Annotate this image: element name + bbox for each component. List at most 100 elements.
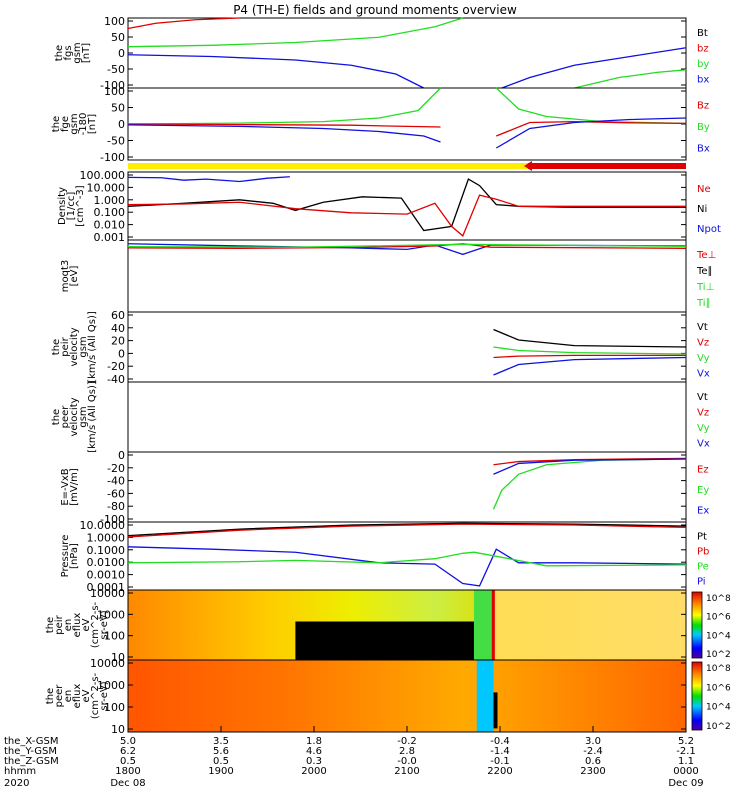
y-tick-label: 10	[111, 723, 125, 736]
x-tick-label: 0.3	[306, 756, 322, 767]
legend-entry: Pe	[697, 562, 709, 573]
legend-entry: Ti⊥	[696, 282, 714, 293]
y-axis-label: velocity	[69, 397, 80, 436]
y-axis-label: gsm	[78, 336, 89, 357]
legend-entry: Ti∥	[696, 298, 711, 309]
status-bar-arrow	[524, 161, 532, 171]
y-tick-label: 1000	[97, 679, 125, 692]
y-axis-label: [1/cc]	[66, 192, 77, 221]
colorbar-tick-label: 10^4	[706, 703, 731, 713]
legend-entry: Bt	[697, 28, 708, 39]
legend-entry: Ey	[697, 485, 709, 496]
x-tick-label: -0.2	[397, 736, 417, 747]
y-axis-label: gsm	[72, 42, 83, 63]
y-axis-label: gsm	[78, 406, 89, 427]
y-tick-label: 60	[111, 309, 125, 322]
x-row-label: the_X-GSM	[4, 736, 58, 747]
y-axis-label: eflux	[72, 613, 83, 638]
y-tick-label: 0	[118, 118, 125, 131]
y-tick-label: -20	[107, 462, 125, 475]
x-tick-label: 3.5	[213, 736, 229, 747]
y-tick-label: 0.1000	[87, 544, 126, 557]
x-tick-label: 5.2	[678, 736, 694, 747]
y-axis-label: en	[63, 619, 74, 632]
series-line-Pe	[127, 551, 687, 567]
status-bar-fast	[528, 163, 686, 169]
x-tick-label: 5.6	[213, 746, 229, 757]
y-tick-label: 0.0100	[87, 556, 126, 569]
heatmap-gap	[493, 692, 498, 729]
panel-frame	[127, 311, 687, 383]
y-axis-label: the	[45, 688, 56, 704]
y-tick-label: 10000	[90, 657, 125, 670]
y-axis-label: the	[51, 116, 62, 132]
series-line-bz	[127, 17, 240, 30]
x-tick-label: 1900	[208, 766, 233, 777]
x-axis-labels: the_X-GSM 5.0 3.5 1.8 -0.2 -0.4 3.0 5.2 the_Y-GS…	[4, 726, 704, 789]
legend-entry: Te∥	[696, 266, 713, 277]
x-tick-label: -0.1	[490, 756, 510, 767]
y-axis-label: [nT]	[81, 43, 92, 63]
legend-entry: Pt	[697, 532, 707, 543]
x-tick-label: 0.5	[213, 756, 229, 767]
y-tick-label: 0.100	[94, 206, 126, 219]
legend-entry: bx	[697, 74, 709, 85]
y-axis-label: moqt3	[60, 260, 71, 293]
x-tick-label: 2100	[394, 766, 419, 777]
series-line-Npot	[127, 176, 290, 183]
y-axis-label: eV	[81, 689, 92, 702]
legend-entry: Vx	[697, 438, 710, 449]
x-tick-label: 2200	[487, 766, 512, 777]
legend-entry: By	[697, 122, 710, 133]
y-axis-label: (cm^2-s-	[90, 672, 101, 719]
y-axis-label: E=-VxB	[60, 468, 71, 505]
series-line-By	[495, 87, 687, 125]
series-line-Ex	[493, 458, 687, 475]
panel-frame	[127, 381, 687, 453]
y-tick-label: 10	[111, 651, 125, 664]
series-line-Ne	[127, 194, 686, 237]
x-tick-label: 1.1	[678, 756, 694, 767]
y-tick-label: -50	[107, 63, 125, 76]
legend-entry: Vt	[697, 322, 708, 333]
y-tick-label: 40	[111, 322, 125, 335]
legend-entry: Vy	[697, 423, 710, 434]
series-line-Bx	[127, 124, 441, 143]
legend-entry: bz	[697, 43, 709, 54]
x-tick-label: 6.2	[120, 746, 136, 757]
y-axis-label: the	[51, 339, 62, 355]
y-axis-label: [cm^-3]	[75, 185, 86, 226]
colorbar-tick-label: 10^6	[706, 683, 731, 693]
y-axis-label: [mV/m]	[69, 468, 80, 506]
series-line-Vt	[493, 328, 687, 348]
y-axis-label: fgs	[63, 45, 74, 60]
y-tick-label: -80	[107, 500, 125, 513]
x-tick-label: 1.8	[306, 736, 322, 747]
series-line-Bz	[496, 120, 687, 137]
y-tick-label: 0.010	[94, 219, 126, 232]
heatmap-field	[128, 660, 686, 732]
status-bar-slow	[128, 163, 528, 169]
y-axis-label: (cm^2-s-	[90, 601, 101, 648]
y-axis-label: Density	[57, 187, 68, 225]
y-axis-label: peir	[60, 336, 71, 356]
series-line-by	[127, 17, 463, 48]
y-tick-label: 10000	[90, 587, 125, 600]
y-tick-label: 100	[104, 701, 125, 714]
series-line-Bz	[127, 123, 441, 128]
colorbar-tick-label: 10^8	[706, 664, 731, 674]
y-tick-label: 0.0010	[87, 569, 126, 582]
colorbar-tick-label: 10^2	[706, 722, 731, 732]
legend-entry: Ne	[697, 184, 711, 195]
y-tick-label: 0.0001	[87, 581, 126, 594]
y-tick-label: -100	[100, 513, 125, 526]
legend-entry: Npot	[697, 224, 721, 235]
y-tick-label: 0.001	[94, 231, 126, 244]
colorbar	[691, 591, 703, 659]
heatmap-band	[473, 590, 494, 660]
legend-entry: by	[697, 59, 709, 70]
